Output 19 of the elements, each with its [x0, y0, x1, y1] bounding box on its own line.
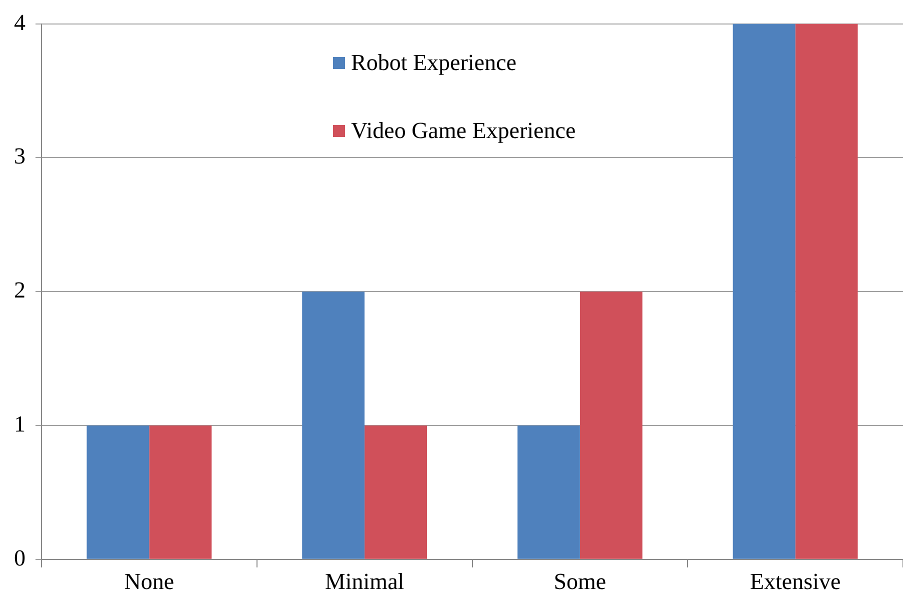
x-tick-label: Extensive: [750, 569, 841, 594]
bar: [795, 24, 858, 559]
bar: [149, 426, 212, 559]
bar: [364, 426, 428, 559]
bar: [86, 426, 150, 559]
bar: [580, 292, 642, 559]
x-tick-label: None: [124, 569, 174, 594]
y-tick-label: 3: [14, 144, 26, 169]
bar: [517, 426, 580, 559]
y-tick-label: 4: [14, 10, 26, 35]
legend-label: Robot Experience: [351, 50, 516, 76]
x-tick-label: Minimal: [324, 569, 404, 594]
y-tick-label: 1: [14, 412, 26, 437]
legend-label: Video Game Experience: [351, 118, 576, 144]
y-tick-label: 0: [14, 545, 26, 570]
bar: [302, 292, 365, 559]
x-tick-label: Some: [554, 569, 606, 594]
bar: [732, 24, 796, 559]
y-tick-label: 2: [14, 278, 26, 303]
